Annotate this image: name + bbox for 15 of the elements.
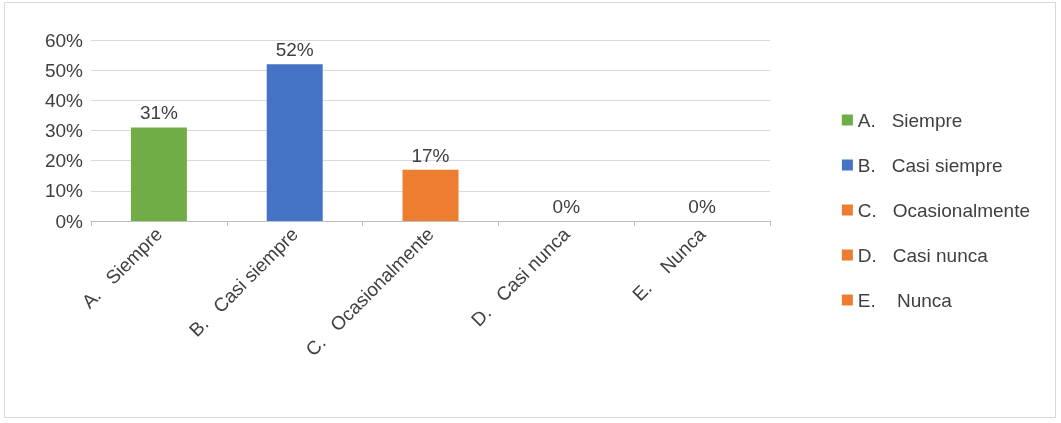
y-tick-label: 50% (44, 59, 84, 81)
y-tick-label: 60% (44, 29, 84, 51)
data-label: 17% (411, 144, 450, 166)
data-label: 0% (552, 196, 581, 217)
legend-label: A. Siempre (857, 109, 963, 131)
y-tick-label: 40% (44, 89, 84, 111)
data-label: 0% (688, 196, 716, 217)
y-tick-label: 10% (44, 180, 84, 202)
data-label: 52% (275, 39, 314, 61)
legend-label: C. Ocasionalmente (857, 199, 1031, 221)
y-tick-label: 0% (55, 210, 84, 232)
y-tick-label: 30% (44, 120, 84, 141)
legend-label: B. Casi siempre (857, 154, 1003, 176)
data-label: 31% (139, 102, 179, 124)
y-tick-label: 20% (44, 150, 84, 172)
